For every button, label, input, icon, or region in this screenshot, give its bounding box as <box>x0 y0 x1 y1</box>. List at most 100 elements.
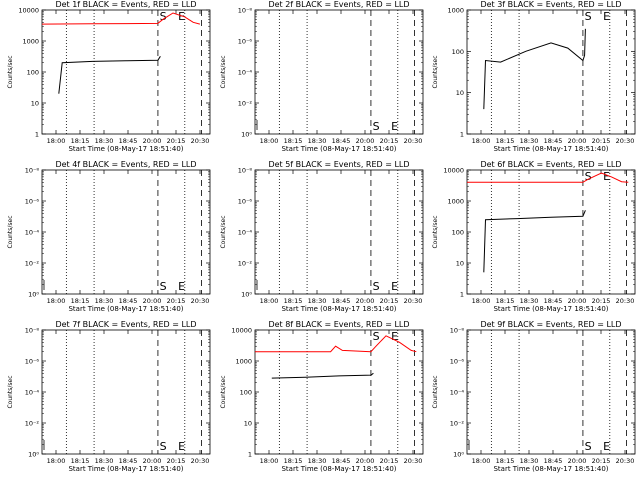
x-tick-label: 18:45 <box>544 457 563 465</box>
marker-s: S <box>373 330 380 343</box>
x-tick-label: 18:00 <box>472 457 491 465</box>
panel-title: Det 1f BLACK = Events, RED = LLD <box>55 0 196 9</box>
x-axis-label: Start Time (08-May-17 18:51:40) <box>281 305 396 313</box>
y-tick-label: 10⁰ <box>28 291 39 299</box>
x-axis-label: Start Time (08-May-17 18:51:40) <box>281 465 396 473</box>
panel-title: Det 7f BLACK = Events, RED = LLD <box>55 320 196 329</box>
x-tick-label: 20:15 <box>167 297 186 305</box>
y-tick-label: 10 <box>456 260 464 268</box>
panel-det-8: Det 8f BLACK = Events, RED = LLD 1 10 100 10… <box>220 320 424 473</box>
x-tick-label: 20:30 <box>404 137 423 145</box>
x-axis-label: Start Time (08-May-17 18:51:40) <box>493 145 608 153</box>
marker-e: E <box>178 440 185 453</box>
y-tick-label: 1 <box>35 131 39 139</box>
panel-title: Det 9f BLACK = Events, RED = LLD <box>480 320 621 329</box>
x-tick-label: 18:15 <box>496 297 515 305</box>
y-axis-label: Counts/sec <box>220 215 227 248</box>
x-tick-label: 18:00 <box>47 297 66 305</box>
panel-det-1: Det 1f BLACK = Events, RED = LLD 1 10 100 10… <box>7 0 211 153</box>
marker-s: S <box>160 10 167 23</box>
y-tick-label: 10⁻⁸ <box>450 327 465 335</box>
series-line-1 <box>467 172 629 183</box>
series-line-0 <box>483 210 586 273</box>
x-tick-label: 20:15 <box>167 457 186 465</box>
x-tick-label: 18:00 <box>260 137 279 145</box>
x-axis-label: Start Time (08-May-17 18:51:40) <box>493 305 608 313</box>
panel-det-3: Det 3f BLACK = Events, RED = LLD 1 10 100 10… <box>432 0 636 153</box>
panel-title: Det 3f BLACK = Events, RED = LLD <box>480 0 621 9</box>
x-tick-label: 18:30 <box>95 137 114 145</box>
x-tick-label: 18:30 <box>308 457 327 465</box>
marker-e: E <box>391 330 398 343</box>
y-tick-label: 1 <box>460 131 464 139</box>
x-tick-label: 18:15 <box>71 297 90 305</box>
x-tick-label: 18:15 <box>496 137 515 145</box>
x-tick-label: 20:30 <box>616 137 635 145</box>
panel-det-6: Det 6f BLACK = Events, RED = LLD 1 10 100 10… <box>432 160 636 313</box>
y-tick-label: 10⁻⁶ <box>238 198 253 206</box>
panel-det-4: Det 4f BLACK = Events, RED = LLD 10⁰ 10⁻² 1… <box>7 160 211 313</box>
y-tick-label: 10⁻⁶ <box>450 358 465 366</box>
x-tick-label: 20:00 <box>568 297 587 305</box>
x-tick-label: 18:15 <box>71 137 90 145</box>
panel-det-2: Det 2f BLACK = Events, RED = LLD 10⁰ 10⁻² 1… <box>220 0 424 153</box>
x-tick-label: 20:30 <box>191 137 210 145</box>
y-tick-label: 10000 <box>443 167 464 175</box>
x-tick-label: 20:00 <box>568 457 587 465</box>
y-tick-label: 10⁻² <box>25 420 40 428</box>
x-axis-label: Start Time (08-May-17 18:51:40) <box>493 465 608 473</box>
x-tick-label: 20:00 <box>356 457 375 465</box>
x-axis-label: Start Time (08-May-17 18:51:40) <box>281 145 396 153</box>
panel-title: Det 6f BLACK = Events, RED = LLD <box>480 160 621 169</box>
y-axis-label: Counts/sec <box>7 375 14 408</box>
x-tick-label: 20:00 <box>356 137 375 145</box>
y-axis-label: Counts/sec <box>432 375 439 408</box>
x-tick-label: 18:15 <box>496 457 515 465</box>
x-tick-label: 20:15 <box>167 137 186 145</box>
y-tick-label: 10 <box>31 100 39 108</box>
x-tick-label: 18:30 <box>95 457 114 465</box>
y-tick-label: 1000 <box>447 198 464 206</box>
x-tick-label: 20:15 <box>380 457 399 465</box>
y-tick-label: 100 <box>27 69 39 77</box>
x-tick-label: 20:30 <box>616 457 635 465</box>
panel-title: Det 8f BLACK = Events, RED = LLD <box>268 320 409 329</box>
x-tick-label: 20:00 <box>143 137 162 145</box>
x-tick-label: 18:45 <box>332 297 351 305</box>
x-tick-label: 20:00 <box>568 137 587 145</box>
y-tick-label: 10⁰ <box>241 131 252 139</box>
x-tick-label: 20:30 <box>191 457 210 465</box>
x-tick-label: 18:00 <box>472 137 491 145</box>
marker-e: E <box>603 10 610 23</box>
x-axis-label: Start Time (08-May-17 18:51:40) <box>68 145 183 153</box>
marker-e: E <box>391 280 398 293</box>
x-tick-label: 18:30 <box>520 457 539 465</box>
marker-e: E <box>603 170 610 183</box>
x-axis-label: Start Time (08-May-17 18:51:40) <box>68 305 183 313</box>
y-tick-label: 10⁻² <box>25 260 40 268</box>
y-tick-label: 10 <box>244 420 252 428</box>
x-tick-label: 18:30 <box>308 297 327 305</box>
y-tick-label: 10⁻⁶ <box>238 38 253 46</box>
y-tick-label: 1000 <box>235 358 252 366</box>
y-tick-label: 10000 <box>18 7 39 15</box>
y-axis-label: Counts/sec <box>7 55 14 88</box>
x-tick-label: 18:45 <box>332 137 351 145</box>
marker-s: S <box>160 280 167 293</box>
y-tick-label: 1 <box>460 291 464 299</box>
marker-s: S <box>373 120 380 133</box>
x-tick-label: 20:15 <box>380 137 399 145</box>
x-tick-label: 18:45 <box>332 457 351 465</box>
y-tick-label: 10⁻⁴ <box>25 389 40 397</box>
x-tick-label: 20:00 <box>356 297 375 305</box>
x-tick-label: 18:00 <box>260 457 279 465</box>
marker-s: S <box>160 440 167 453</box>
series-line-1 <box>255 335 417 353</box>
y-tick-label: 10⁻⁸ <box>25 167 40 175</box>
y-tick-label: 10000 <box>231 327 252 335</box>
y-tick-label: 1000 <box>447 7 464 15</box>
marker-e: E <box>603 440 610 453</box>
x-tick-label: 20:30 <box>616 297 635 305</box>
y-tick-label: 10⁻⁴ <box>238 229 253 237</box>
y-axis-label: Counts/sec <box>7 215 14 248</box>
